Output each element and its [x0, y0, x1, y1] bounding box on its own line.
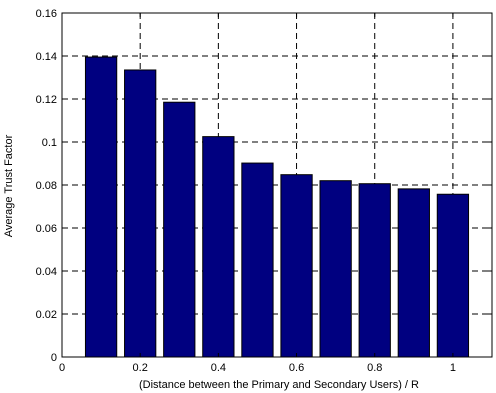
bar: [202, 136, 235, 358]
y-tick-label: 0: [51, 352, 57, 364]
y-tick-label: 0.1: [42, 137, 57, 149]
bar: [397, 188, 430, 358]
y-tick-label: 0.04: [36, 266, 57, 278]
x-axis-label: (Distance between the Primary and Second…: [139, 379, 419, 391]
tick-labels: 0 0.2 0.4 0.6 0.8 1 0 0.02 0.04 0.06 0.08 0.1 0.12 0.…: [36, 8, 456, 374]
y-tick-label: 0.06: [36, 223, 57, 235]
bar: [241, 162, 274, 358]
bar: [358, 183, 391, 358]
x-tick-label: 0.8: [367, 362, 382, 374]
bar: [280, 174, 313, 358]
bar: [124, 69, 157, 358]
bar: [319, 180, 352, 358]
x-tick-label: 0.2: [133, 362, 148, 374]
y-tick-label: 0.14: [36, 51, 57, 63]
y-tick-label: 0.08: [36, 180, 57, 192]
x-tick-label: 0: [59, 362, 65, 374]
y-tick-label: 0.16: [36, 8, 57, 20]
x-tick-label: 0.6: [289, 362, 304, 374]
bar: [84, 56, 118, 358]
x-tick-label: 0.4: [211, 362, 226, 374]
axes: [61, 12, 493, 358]
bars: [84, 56, 470, 358]
y-tick-label: 0.12: [36, 94, 57, 106]
bar: [436, 193, 470, 358]
x-tick-label: 1: [450, 362, 456, 374]
bar: [163, 101, 196, 358]
y-tick-label: 0.02: [36, 309, 57, 321]
y-axis-label: Average Trust Factor: [3, 134, 15, 237]
